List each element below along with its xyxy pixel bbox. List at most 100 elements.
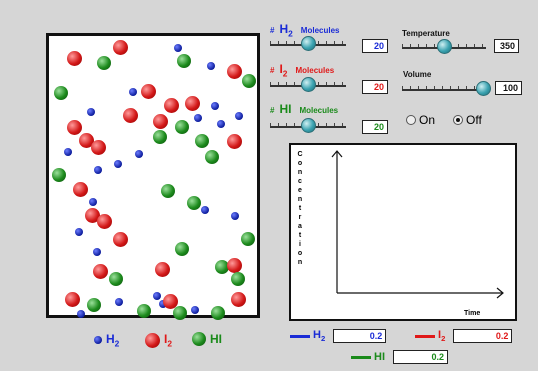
concentration-graph xyxy=(289,143,517,321)
h2-molecule xyxy=(153,292,161,300)
i2-concentration-value: 0.2 xyxy=(453,329,513,344)
i2-slider[interactable] xyxy=(270,77,346,92)
h2-molecule xyxy=(93,248,101,256)
hi-hash: # xyxy=(270,106,275,115)
h2-molecule xyxy=(207,62,215,70)
h2-hash: # xyxy=(270,26,275,35)
radio-on-circle[interactable] xyxy=(406,115,416,125)
temperature-slider[interactable] xyxy=(402,39,486,54)
h2-count-field[interactable]: 20 xyxy=(362,39,388,53)
legend-hi-label: HI xyxy=(210,332,222,346)
i2-molecule xyxy=(227,64,242,79)
i2-molecule-icon xyxy=(145,332,160,348)
i2-symbol: I2 xyxy=(279,62,288,79)
i2-molecule xyxy=(113,232,128,247)
hi-molecule xyxy=(231,272,245,286)
h2-control-label: # H2 Molecules xyxy=(270,22,339,38)
hi-molecule xyxy=(175,120,189,134)
hi-concentration-label: HI xyxy=(374,351,385,363)
hi-molecule xyxy=(211,306,225,320)
radio-off-circle[interactable] xyxy=(453,115,463,125)
hi-molecule xyxy=(187,196,201,210)
i2-slider-knob[interactable] xyxy=(301,77,316,92)
i2-count-field[interactable]: 20 xyxy=(362,80,388,94)
i2-molecule xyxy=(227,134,242,149)
radio-off[interactable]: Off xyxy=(453,113,482,127)
i2-molecule xyxy=(141,84,156,99)
reaction-chamber xyxy=(46,33,260,320)
h2-molecule xyxy=(235,112,243,120)
hi-slider[interactable] xyxy=(270,118,346,133)
h2-molecule xyxy=(115,298,123,306)
h2-molecule xyxy=(64,148,72,156)
h2-molecule xyxy=(211,102,219,110)
i2-molecule xyxy=(113,40,128,55)
volume-field[interactable]: 100 xyxy=(495,81,522,95)
hi-molecule xyxy=(205,150,219,164)
temperature-label: Temperature xyxy=(402,29,450,38)
i2-hash: # xyxy=(270,66,275,75)
hi-molecule-icon xyxy=(192,332,206,346)
i2-molecule xyxy=(73,182,88,197)
legend-h2: H2 xyxy=(94,332,119,348)
legend-h2-label: H2 xyxy=(106,332,120,349)
h2-molecule xyxy=(114,160,122,168)
graph-axes xyxy=(331,150,504,299)
volume-slider-knob[interactable] xyxy=(476,81,491,96)
h2-molecule xyxy=(191,306,199,314)
hi-molecule xyxy=(175,242,189,256)
hi-molecule xyxy=(97,56,111,70)
hi-concentration-value: 0.2 xyxy=(393,350,448,364)
h2-molecule xyxy=(87,108,95,116)
i2-molecule xyxy=(79,133,94,148)
hi-molecule xyxy=(215,260,229,274)
radio-on[interactable]: On xyxy=(406,113,435,127)
h2-concentration-value: 0.2 xyxy=(333,329,387,344)
h2-molecule xyxy=(77,310,85,318)
h2-line-swatch xyxy=(290,334,310,338)
hi-count-field[interactable]: 20 xyxy=(362,120,388,134)
hi-molecule xyxy=(173,306,187,320)
i2-molecule xyxy=(85,208,100,223)
h2-slider[interactable] xyxy=(270,36,346,51)
h2-molecule xyxy=(129,88,137,96)
temperature-field[interactable]: 350 xyxy=(494,39,519,53)
hi-molecule xyxy=(87,298,101,312)
i2-molecule xyxy=(67,120,82,135)
hi-slider-knob[interactable] xyxy=(301,118,316,133)
h2-molecule-icon xyxy=(94,336,102,345)
graph-x-axis-label: Time xyxy=(464,310,481,317)
h2-symbol: H2 xyxy=(279,22,293,39)
i2-concentration-label: I2 xyxy=(438,329,446,344)
hi-molecules-label: Molecules xyxy=(299,106,339,115)
volume-slider-track xyxy=(402,89,488,91)
h2-molecule xyxy=(201,206,209,214)
hi-concentration: HI 0.2 xyxy=(351,350,448,364)
h2-slider-knob[interactable] xyxy=(301,36,316,51)
i2-molecules-label: Molecules xyxy=(295,66,335,75)
i2-molecule xyxy=(227,258,242,273)
i2-molecule xyxy=(65,292,80,307)
hi-molecule xyxy=(161,184,175,198)
h2-molecule xyxy=(135,150,143,158)
i2-control-label: # I2 Molecules xyxy=(270,62,334,78)
temperature-slider-knob[interactable] xyxy=(437,39,452,54)
volume-slider-ticks xyxy=(402,86,488,89)
hi-molecule xyxy=(137,304,151,318)
legend-i2-label: I2 xyxy=(164,332,173,349)
i2-line-swatch xyxy=(415,334,435,338)
i2-concentration: I2 0.2 xyxy=(415,329,513,344)
hi-molecule xyxy=(241,232,255,246)
h2-molecule xyxy=(231,212,239,220)
radio-off-label: Off xyxy=(466,113,482,127)
h2-concentration-label: H2 xyxy=(313,329,326,344)
hi-line-swatch xyxy=(351,355,371,359)
volume-label: Volume xyxy=(403,70,432,79)
h2-molecule xyxy=(94,166,102,174)
i2-molecule xyxy=(231,292,246,307)
hi-molecule xyxy=(52,168,66,182)
h2-molecule xyxy=(194,114,202,122)
i2-molecule xyxy=(91,140,106,155)
i2-molecule xyxy=(123,108,138,123)
volume-slider[interactable] xyxy=(402,81,491,96)
